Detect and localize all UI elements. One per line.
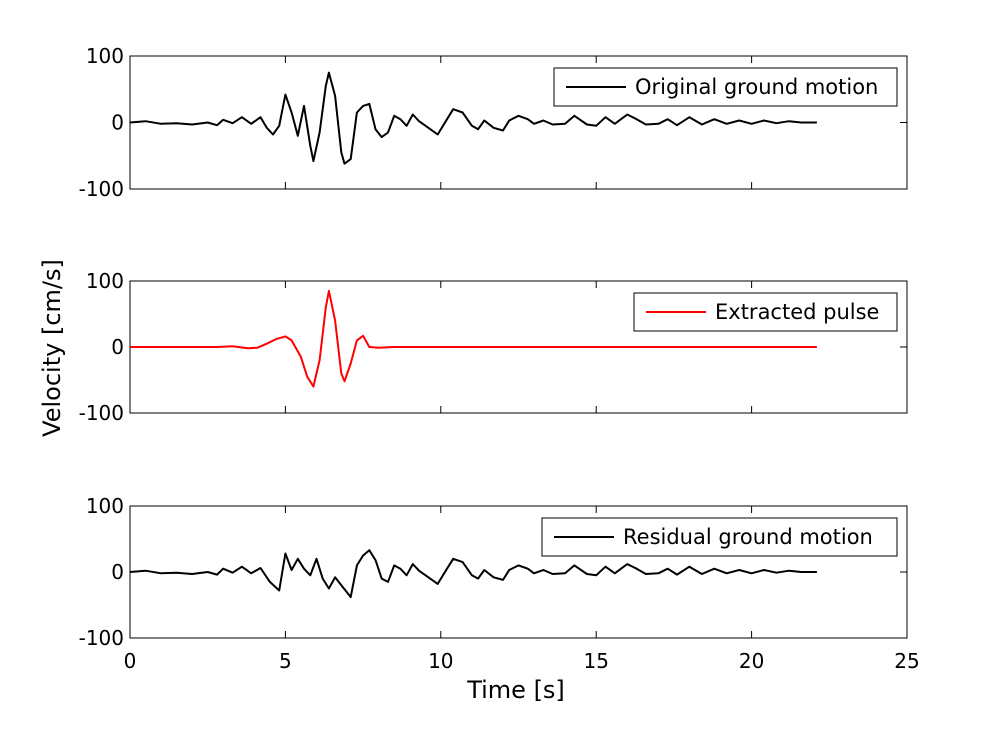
legend-label: Residual ground motion xyxy=(623,525,873,549)
legend-pulse: Extracted pulse xyxy=(633,292,898,332)
y-tick-label: 100 xyxy=(86,44,124,68)
legend-label: Original ground motion xyxy=(635,75,878,99)
x-axis-label: Time [s] xyxy=(466,676,565,704)
y-axis-label: Velocity [cm/s] xyxy=(38,259,66,437)
y-tick-label: 0 xyxy=(111,111,124,135)
x-ticks xyxy=(129,56,908,189)
legend-residual: Residual ground motion xyxy=(541,517,898,557)
y-tick-label: 0 xyxy=(111,560,124,584)
y-ticks: -100 0 100 xyxy=(79,494,907,650)
y-tick-label: 0 xyxy=(111,335,124,359)
panel-pulse: -100 0 100 Extracted pulse xyxy=(79,269,908,425)
x-tick-label: 25 xyxy=(894,649,919,673)
x-tick-label: 0 xyxy=(124,649,137,673)
series-line-original-ground-motion xyxy=(129,71,817,165)
series-line-extracted-pulse xyxy=(130,289,817,388)
y-tick-label: 100 xyxy=(86,494,124,518)
y-ticks: -100 0 100 xyxy=(79,269,907,425)
y-tick-label: -100 xyxy=(79,626,124,650)
y-tick-label: 100 xyxy=(86,269,124,293)
legend-label: Extracted pulse xyxy=(715,300,879,324)
x-tick-label: 5 xyxy=(279,649,292,673)
x-tick-label: 10 xyxy=(428,649,453,673)
x-ticks xyxy=(129,506,908,638)
panel-residual: -100 0 100 Residual ground motion xyxy=(79,494,908,650)
x-tick-label: 20 xyxy=(739,649,764,673)
series-line-residual-ground-motion xyxy=(129,549,817,599)
panel-original: -100 0 100 Original ground motion xyxy=(79,44,908,201)
y-ticks: -100 0 100 xyxy=(79,44,907,201)
legend-original: Original ground motion xyxy=(553,67,898,107)
y-tick-label: -100 xyxy=(79,177,124,201)
x-tick-labels: 0 5 10 15 20 25 xyxy=(124,649,920,673)
x-ticks xyxy=(129,281,908,413)
y-tick-label: -100 xyxy=(79,401,124,425)
x-tick-label: 15 xyxy=(583,649,608,673)
